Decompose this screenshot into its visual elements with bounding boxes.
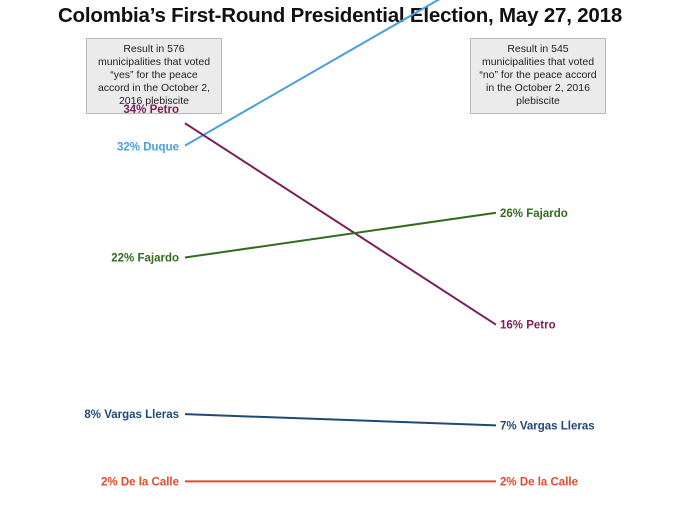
start-label-de-la-calle: 2% De la Calle (101, 476, 179, 488)
start-label-duque: 32% Duque (117, 142, 179, 154)
end-label-de-la-calle: 2% De la Calle (500, 476, 578, 488)
start-label-petro: 34% Petro (123, 104, 179, 116)
right-note-line: in the October 2, 2016 (486, 82, 590, 94)
series-line-vargas-lleras (184, 413, 497, 427)
right-note-box: Result in 545 municipalities that voted … (470, 38, 606, 114)
start-label-vargas-lleras: 8% Vargas Lleras (84, 409, 179, 421)
end-label-fajardo: 26% Fajardo (500, 208, 568, 220)
left-note-box: Result in 576 municipalities that voted … (86, 38, 222, 114)
chart-title: Colombia’s First-Round Presidential Elec… (57, 4, 623, 27)
right-note-line: plebiscite (516, 95, 560, 107)
end-label-vargas-lleras: 7% Vargas Lleras (500, 420, 595, 432)
left-note-line: accord in the October 2, (97, 82, 211, 94)
end-label-petro: 16% Petro (500, 320, 556, 332)
right-note-line: “no” for the peace accord (479, 69, 597, 81)
series-line-fajardo (184, 211, 497, 259)
start-label-fajardo: 22% Fajardo (111, 253, 179, 265)
right-note-line: municipalities that voted (481, 56, 595, 68)
series-line-duque (184, 0, 440, 147)
left-note-line: Result in 576 (123, 43, 185, 55)
series-line-petro (184, 122, 497, 326)
left-note-line: municipalities that voted (97, 56, 211, 68)
left-note-line: 2016 plebiscite (118, 95, 190, 107)
right-note-line: Result in 545 (507, 43, 569, 55)
left-note-line: “yes” for the peace (110, 69, 198, 81)
